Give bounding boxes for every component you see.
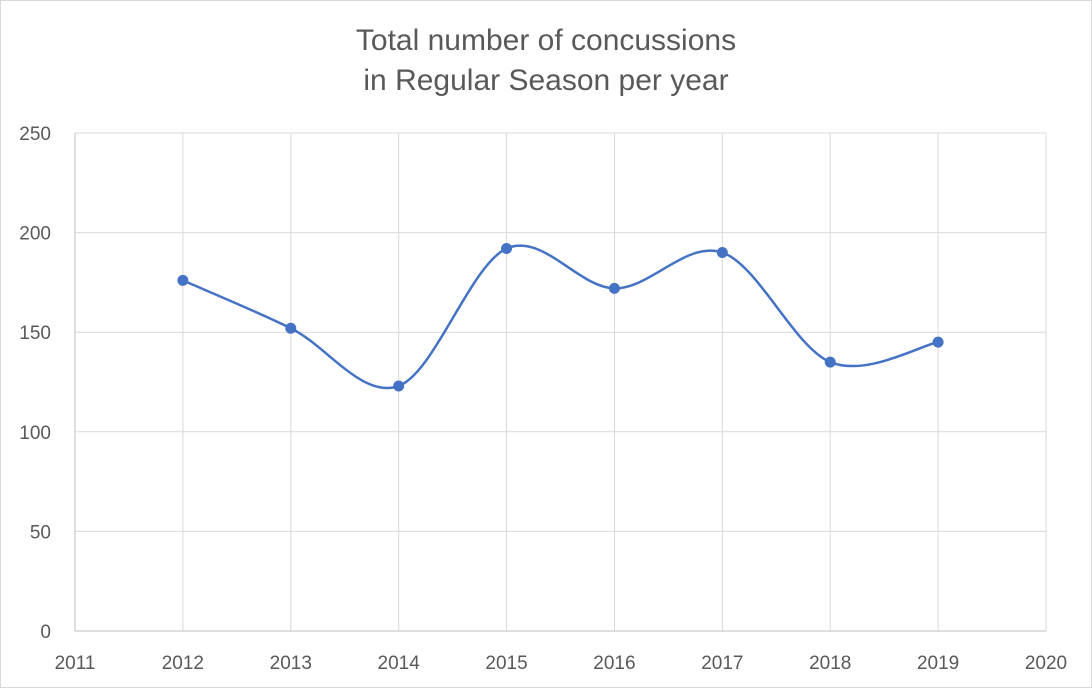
- data-point-2014: [393, 380, 405, 392]
- chart-title: Total number of concussions in Regular S…: [1, 21, 1091, 101]
- series-points: [177, 243, 944, 392]
- y-tick-label: 150: [19, 323, 51, 344]
- grid-lines: [75, 132, 1047, 631]
- x-tick-label: 2018: [809, 653, 851, 674]
- x-tick-label: 2020: [1025, 653, 1067, 674]
- x-tick-label: 2015: [485, 653, 527, 674]
- data-point-2018: [824, 356, 836, 368]
- data-point-2015: [501, 243, 513, 255]
- x-tick-label: 2014: [378, 653, 421, 674]
- x-tick-label: 2013: [270, 653, 312, 674]
- axes: [74, 133, 1046, 632]
- tick-labels: 0 50 100 150 200 250 2011 2012 2013 2014 2015 2016 2…: [19, 124, 1067, 674]
- x-tick-label: 2011: [55, 653, 96, 674]
- series-lines: [181, 244, 940, 390]
- data-point-2017: [716, 247, 728, 259]
- data-point-2016: [608, 282, 620, 294]
- data-point-2019: [932, 336, 944, 348]
- data-point-2013: [285, 322, 297, 334]
- chart-title-line-2: in Regular Season per year: [363, 64, 729, 97]
- chart-title-line-1: Total number of concussions: [355, 24, 737, 57]
- x-tick-label: 2016: [593, 653, 635, 674]
- y-tick-label: 0: [40, 622, 51, 643]
- y-tick-label: 100: [19, 423, 51, 444]
- x-tick-label: 2017: [701, 653, 743, 674]
- y-tick-label: 200: [19, 224, 51, 245]
- y-tick-label: 250: [19, 124, 51, 145]
- x-tick-label: 2019: [917, 653, 959, 674]
- x-tick-label: 2012: [162, 653, 204, 674]
- series-line-0: [181, 244, 940, 390]
- y-tick-label: 50: [30, 522, 51, 543]
- data-point-2012: [177, 274, 189, 286]
